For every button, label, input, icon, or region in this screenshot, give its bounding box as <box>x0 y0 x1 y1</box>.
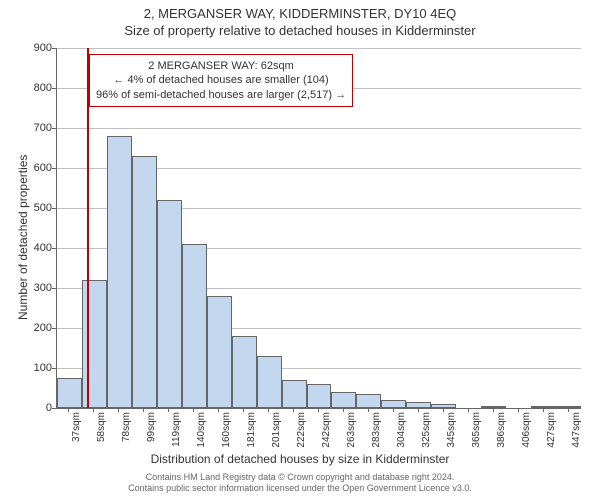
footer-line-1: Contains HM Land Registry data © Crown c… <box>0 472 600 483</box>
x-tick-mark <box>393 408 394 412</box>
x-tick-mark <box>118 408 119 412</box>
x-tick-mark <box>368 408 369 412</box>
histogram-bar <box>257 356 282 408</box>
histogram-bar <box>107 136 132 408</box>
histogram-bar <box>207 296 232 408</box>
info-line-2: ← 4% of detached houses are smaller (104… <box>96 73 346 87</box>
x-tick-mark <box>93 408 94 412</box>
gridline <box>57 48 581 49</box>
histogram-bar <box>82 280 107 408</box>
chart-title-sub: Size of property relative to detached ho… <box>0 21 600 38</box>
y-tick-label: 400 <box>22 242 52 254</box>
x-axis-label: Distribution of detached houses by size … <box>0 452 600 466</box>
histogram-bar <box>531 406 556 408</box>
info-line-1: 2 MERGANSER WAY: 62sqm <box>96 59 346 73</box>
x-tick-mark <box>418 408 419 412</box>
x-tick-mark <box>293 408 294 412</box>
y-tick-label: 800 <box>22 82 52 94</box>
x-tick-mark <box>468 408 469 412</box>
x-tick-mark <box>268 408 269 412</box>
y-tick-label: 0 <box>22 402 52 414</box>
footer-text: Contains HM Land Registry data © Crown c… <box>0 472 600 494</box>
info-line-3: 96% of semi-detached houses are larger (… <box>96 88 346 102</box>
x-tick-mark <box>318 408 319 412</box>
histogram-bar <box>356 394 381 408</box>
histogram-bar <box>431 404 456 408</box>
y-tick-label: 300 <box>22 282 52 294</box>
histogram-bar <box>406 402 431 408</box>
y-tick-label: 700 <box>22 122 52 134</box>
histogram-bar <box>132 156 157 408</box>
histogram-bar <box>182 244 207 408</box>
footer-line-2: Contains public sector information licen… <box>0 483 600 494</box>
chart-container: { "title_main": "2, MERGANSER WAY, KIDDE… <box>0 0 600 500</box>
plot-area: 2 MERGANSER WAY: 62sqm ← 4% of detached … <box>56 48 581 409</box>
histogram-bar <box>331 392 356 408</box>
x-tick-mark <box>343 408 344 412</box>
info-box: 2 MERGANSER WAY: 62sqm ← 4% of detached … <box>89 54 353 107</box>
y-tick-label: 900 <box>22 42 52 54</box>
histogram-bar <box>57 378 82 408</box>
x-tick-mark <box>68 408 69 412</box>
histogram-bar <box>481 406 506 408</box>
gridline <box>57 128 581 129</box>
histogram-bar <box>307 384 332 408</box>
x-tick-mark <box>193 408 194 412</box>
histogram-bar <box>157 200 182 408</box>
histogram-bar <box>282 380 307 408</box>
x-tick-mark <box>443 408 444 412</box>
x-tick-mark <box>168 408 169 412</box>
x-tick-mark <box>218 408 219 412</box>
x-tick-mark <box>143 408 144 412</box>
histogram-bar <box>381 400 406 408</box>
y-axis-label: Number of detached properties <box>16 155 30 320</box>
x-tick-mark <box>518 408 519 412</box>
histogram-bar <box>556 406 581 408</box>
y-tick-label: 100 <box>22 362 52 374</box>
y-tick-label: 600 <box>22 162 52 174</box>
histogram-bar <box>232 336 257 408</box>
y-tick-label: 200 <box>22 322 52 334</box>
x-tick-mark <box>543 408 544 412</box>
chart-title-main: 2, MERGANSER WAY, KIDDERMINSTER, DY10 4E… <box>0 0 600 21</box>
x-tick-mark <box>493 408 494 412</box>
y-tick-label: 500 <box>22 202 52 214</box>
x-tick-mark <box>243 408 244 412</box>
x-tick-mark <box>568 408 569 412</box>
